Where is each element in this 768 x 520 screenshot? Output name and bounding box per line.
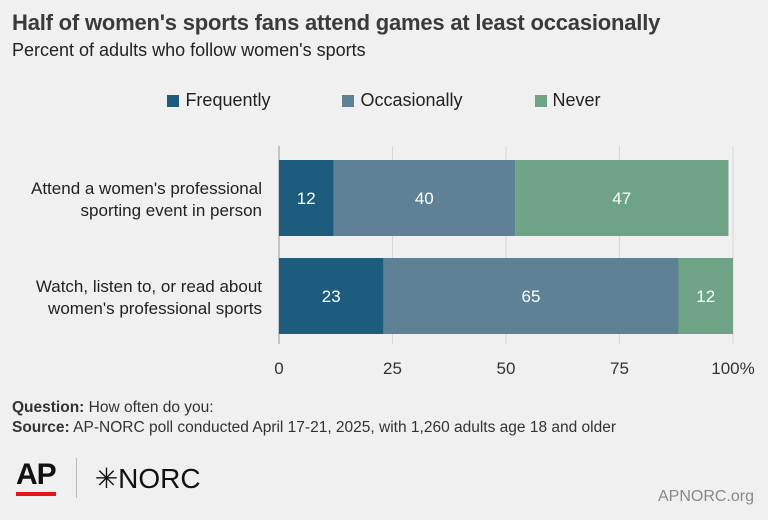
logo-divider (75, 458, 77, 498)
norc-logo: ✳NORC (95, 462, 201, 495)
bar-segment (515, 160, 729, 236)
bar-segment (678, 258, 733, 334)
data-label: 40 (415, 189, 434, 208)
legend-item-never: Never (534, 90, 601, 111)
x-tick-label: 100% (711, 359, 754, 378)
norc-mark-icon: ✳ (94, 462, 119, 494)
data-label: 12 (696, 287, 715, 306)
x-tick-label: 50 (497, 359, 516, 378)
x-tick-label: 25 (383, 359, 402, 378)
legend-swatch-frequently (167, 94, 180, 107)
legend-item-occasionally: Occasionally (342, 90, 463, 111)
question-label: Question: (12, 399, 85, 416)
question-text: How often do you: (84, 399, 214, 416)
legend-swatch-occasionally (342, 94, 355, 107)
x-tick-label: 0 (274, 359, 283, 378)
site-url: APNORC.org (657, 488, 754, 505)
source-text: AP-NORC poll conducted April 17-21, 2025… (69, 419, 617, 436)
bar-segment (333, 160, 516, 236)
data-label: 65 (522, 287, 541, 306)
x-tick-label: 75 (610, 359, 629, 378)
bar-segment (383, 258, 679, 334)
stacked-bar-chart: 0 25 50 75 100% 12 40 47 Attend a women's profes… (31, 146, 755, 378)
legend-item-frequently: Frequently (167, 90, 270, 111)
legend-label-frequently: Frequently (185, 90, 271, 110)
bar-segment (279, 258, 384, 334)
legend-label-occasionally: Occasionally (360, 90, 463, 110)
ap-logo: AP (16, 460, 57, 496)
source-label: Source: (12, 419, 70, 436)
legend-swatch-never (534, 94, 547, 107)
legend: Frequently Occasionally Never (0, 90, 768, 111)
chart-notes: Question: How often do you: Source: AP-N… (12, 398, 616, 438)
data-label: 12 (297, 189, 316, 208)
category-label: sporting event in person (81, 201, 262, 220)
chart-subtitle: Percent of adults who follow women's spo… (12, 40, 366, 60)
category-label: Attend a women's professional (31, 179, 262, 198)
norc-wordmark: NORC (118, 462, 201, 494)
category-label: women's professional sports (47, 299, 262, 318)
logos: AP ✳NORC (16, 458, 201, 498)
category-label: Watch, listen to, or read about (36, 277, 262, 296)
data-label: 47 (612, 189, 631, 208)
data-label: 23 (322, 287, 341, 306)
source-note: Source: AP-NORC poll conducted April 17-… (12, 418, 616, 438)
chart-title: Half of women's sports fans attend games… (12, 10, 661, 35)
bar-segment (279, 160, 334, 236)
legend-label-never: Never (552, 90, 601, 110)
question-note: Question: How often do you: (12, 398, 616, 418)
